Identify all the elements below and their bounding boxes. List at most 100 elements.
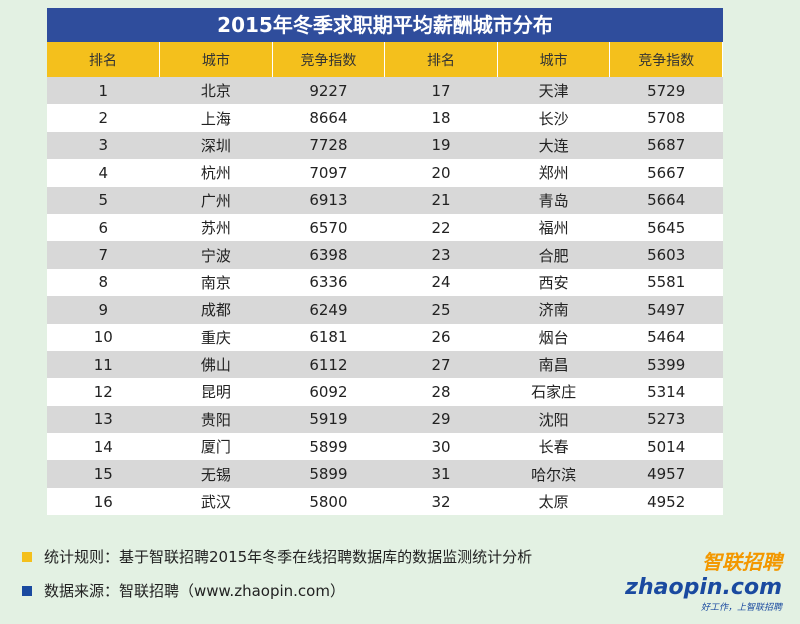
table-cell: 5464 bbox=[609, 323, 723, 351]
table-row: 6 苏州 6570 22 福州 5645 bbox=[47, 213, 723, 242]
table-row: 4 杭州 7097 20 郑州 5667 bbox=[47, 159, 723, 187]
table-cell: 17 bbox=[384, 77, 498, 105]
table: 排名 城市 竞争指数 排名 城市 竞争指数 1 北京 9227 17 天津 5729 2 上海 8664 1… bbox=[47, 42, 723, 516]
table-cell: 青岛 bbox=[497, 186, 610, 214]
table-cell: 长沙 bbox=[497, 104, 610, 132]
table-cell: 5708 bbox=[609, 104, 723, 132]
table-cell: 北京 bbox=[159, 77, 273, 105]
table-cell: 5667 bbox=[609, 159, 723, 187]
table-cell: 10 bbox=[47, 323, 160, 351]
table-cell: 3 bbox=[47, 131, 160, 160]
table-cell: 6092 bbox=[272, 378, 385, 406]
table-cell: 6398 bbox=[272, 241, 385, 269]
table-cell: 西安 bbox=[497, 268, 610, 297]
table-cell: 32 bbox=[384, 487, 498, 516]
table-cell: 31 bbox=[384, 460, 498, 488]
table-row: 10 重庆 6181 26 烟台 5464 bbox=[47, 323, 723, 351]
table-cell: 厦门 bbox=[159, 433, 273, 461]
table-cell: 28 bbox=[384, 378, 498, 406]
table-row: 9 成都 6249 25 济南 5497 bbox=[47, 296, 723, 324]
table-cell: 哈尔滨 bbox=[497, 460, 610, 488]
table-cell: 29 bbox=[384, 405, 498, 434]
table-row: 14 厦门 5899 30 长春 5014 bbox=[47, 433, 723, 461]
table-cell: 15 bbox=[47, 460, 160, 488]
table-cell: 2 bbox=[47, 104, 160, 132]
table-cell: 5497 bbox=[609, 296, 723, 324]
table-cell: 7728 bbox=[272, 131, 385, 160]
table-cell: 26 bbox=[384, 323, 498, 351]
table-row: 3 深圳 7728 19 大连 5687 bbox=[47, 131, 723, 160]
table-cell: 大连 bbox=[497, 131, 610, 160]
table-cell: 成都 bbox=[159, 296, 273, 324]
table-cell: 5645 bbox=[609, 213, 723, 242]
header-cell: 竞争指数 bbox=[609, 42, 723, 77]
table-cell: 20 bbox=[384, 159, 498, 187]
table-cell: 5314 bbox=[609, 378, 723, 406]
logo-url: zhaopin.com bbox=[625, 575, 782, 600]
table-row: 11 佛山 6112 27 南昌 5399 bbox=[47, 350, 723, 379]
table-cell: 7097 bbox=[272, 159, 385, 187]
table-cell: 贵阳 bbox=[159, 405, 273, 434]
table-cell: 南昌 bbox=[497, 350, 610, 379]
table-row: 12 昆明 6092 28 石家庄 5314 bbox=[47, 378, 723, 406]
table-cell: 6 bbox=[47, 213, 160, 242]
table-cell: 广州 bbox=[159, 186, 273, 214]
table-row: 16 武汉 5800 32 太原 4952 bbox=[47, 487, 723, 516]
logo-name: 智联招聘 bbox=[702, 550, 782, 574]
note-row: 统计规则：基于智联招聘2015年冬季在线招聘数据库的数据监测统计分析 bbox=[22, 546, 532, 567]
table-cell: 7 bbox=[47, 241, 160, 269]
table-row: 13 贵阳 5919 29 沈阳 5273 bbox=[47, 405, 723, 434]
table-body: 1 北京 9227 17 天津 5729 2 上海 8664 18 长沙 5708 3 深圳 7728 19 大… bbox=[47, 77, 723, 516]
table-cell: 8664 bbox=[272, 104, 385, 132]
table-cell: 沈阳 bbox=[497, 405, 610, 434]
table-cell: 郑州 bbox=[497, 159, 610, 187]
bullet bbox=[22, 552, 32, 562]
table-cell: 6249 bbox=[272, 296, 385, 324]
table-cell: 5014 bbox=[609, 433, 723, 461]
header-row: 排名 城市 竞争指数 排名 城市 竞争指数 bbox=[47, 42, 723, 77]
logo: 智联招聘 zhaopin.com 好工作，上智联招聘 bbox=[625, 546, 782, 613]
note: 数据来源：智联招聘（www.zhaopin.com） bbox=[44, 582, 345, 600]
table-cell: 5 bbox=[47, 186, 160, 214]
table-cell: 昆明 bbox=[159, 378, 273, 406]
table-cell: 5273 bbox=[609, 405, 723, 434]
table-cell: 5919 bbox=[272, 405, 385, 434]
table-cell: 13 bbox=[47, 405, 160, 434]
table-row: 15 无锡 5899 31 哈尔滨 4957 bbox=[47, 460, 723, 488]
header-cell: 竞争指数 bbox=[272, 42, 386, 77]
table-title: 2015年冬季求职期平均薪酬城市分布 bbox=[47, 8, 723, 42]
table-row: 7 宁波 6398 23 合肥 5603 bbox=[47, 241, 723, 269]
table-cell: 4 bbox=[47, 159, 160, 187]
table-row: 5 广州 6913 21 青岛 5664 bbox=[47, 186, 723, 214]
logo-slogan: 好工作，上智联招聘 bbox=[700, 603, 782, 613]
table-cell: 25 bbox=[384, 296, 498, 324]
table-cell: 1 bbox=[47, 77, 160, 105]
table-cell: 6913 bbox=[272, 186, 385, 214]
note: 统计规则：基于智联招聘2015年冬季在线招聘数据库的数据监测统计分析 bbox=[44, 548, 533, 566]
table-cell: 深圳 bbox=[159, 131, 273, 160]
table-cell: 5399 bbox=[609, 350, 723, 379]
table-cell: 5899 bbox=[272, 433, 385, 461]
table-cell: 上海 bbox=[159, 104, 273, 132]
table-cell: 宁波 bbox=[159, 241, 273, 269]
table-cell: 烟台 bbox=[497, 323, 610, 351]
table-cell: 22 bbox=[384, 213, 498, 242]
table-cell: 福州 bbox=[497, 213, 610, 242]
table-cell: 6570 bbox=[272, 213, 385, 242]
table-cell: 天津 bbox=[497, 77, 610, 105]
table-cell: 南京 bbox=[159, 268, 273, 297]
table-cell: 5581 bbox=[609, 268, 723, 297]
table-cell: 苏州 bbox=[159, 213, 273, 242]
table-cell: 5729 bbox=[609, 77, 723, 105]
table-cell: 合肥 bbox=[497, 241, 610, 269]
table-cell: 5664 bbox=[609, 186, 723, 214]
table-cell: 8 bbox=[47, 268, 160, 297]
table-cell: 4952 bbox=[609, 487, 723, 516]
table-cell: 4957 bbox=[609, 460, 723, 488]
table-cell: 23 bbox=[384, 241, 498, 269]
table-cell: 杭州 bbox=[159, 159, 273, 187]
table-cell: 27 bbox=[384, 350, 498, 379]
table-cell: 太原 bbox=[497, 487, 610, 516]
table-cell: 30 bbox=[384, 433, 498, 461]
